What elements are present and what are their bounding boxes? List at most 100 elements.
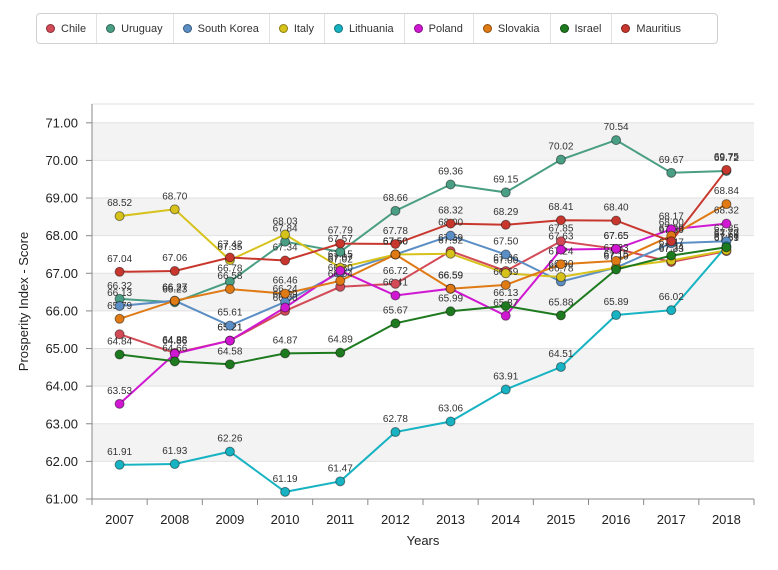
data-point-lithuania bbox=[611, 310, 622, 321]
data-point-israel bbox=[169, 356, 180, 367]
data-point-uruguay bbox=[335, 246, 346, 257]
data-label: 66.13 bbox=[493, 288, 518, 299]
data-label: 66.13 bbox=[107, 288, 132, 299]
data-label: 65.67 bbox=[383, 305, 408, 316]
data-point-lithuania bbox=[500, 384, 511, 395]
data-point-mauritius bbox=[500, 219, 511, 230]
data-point-mauritius bbox=[335, 238, 346, 249]
legend-label: South Korea bbox=[197, 22, 259, 35]
data-point-south-korea bbox=[114, 301, 125, 312]
data-point-israel bbox=[445, 306, 456, 317]
legend-label: Uruguay bbox=[121, 22, 163, 35]
data-label: 64.51 bbox=[548, 349, 573, 360]
data-point-poland bbox=[611, 243, 622, 254]
data-point-poland bbox=[390, 290, 401, 301]
data-label: 67.15 bbox=[604, 250, 629, 261]
x-tick-label: 2007 bbox=[105, 512, 134, 527]
legend-swatch bbox=[334, 24, 343, 33]
legend-item-uruguay[interactable]: Uruguay bbox=[97, 14, 174, 43]
data-point-south-korea bbox=[224, 320, 235, 331]
data-label: 67.07 bbox=[328, 253, 353, 264]
data-label: 61.19 bbox=[273, 474, 298, 485]
legend-item-poland[interactable]: Poland bbox=[405, 14, 474, 43]
data-point-lithuania bbox=[390, 427, 401, 438]
x-tick-label: 2015 bbox=[546, 512, 575, 527]
data-point-italy bbox=[114, 211, 125, 222]
legend-label: Israel bbox=[574, 22, 602, 35]
data-label: 68.00 bbox=[659, 218, 684, 229]
data-point-slovakia bbox=[445, 283, 456, 294]
data-label: 64.87 bbox=[273, 335, 298, 346]
data-point-israel bbox=[666, 250, 677, 261]
data-label: 66.32 bbox=[107, 281, 132, 292]
data-point-italy bbox=[169, 204, 180, 215]
data-point-israel bbox=[611, 264, 622, 275]
data-label: 67.85 bbox=[714, 223, 739, 234]
data-point-italy bbox=[445, 248, 456, 259]
data-point-mauritius bbox=[445, 218, 456, 229]
data-label: 67.65 bbox=[604, 231, 629, 242]
data-label: 68.84 bbox=[714, 186, 739, 197]
data-label: 66.27 bbox=[162, 283, 187, 294]
data-point-chile bbox=[555, 236, 566, 247]
series-line-south-korea bbox=[119, 234, 727, 327]
data-label: 63.53 bbox=[107, 386, 132, 397]
legend-item-italy[interactable]: Italy bbox=[270, 14, 325, 43]
data-point-mauritius bbox=[611, 215, 622, 226]
data-point-italy bbox=[280, 229, 291, 240]
y-tick-label: 68.00 bbox=[45, 228, 78, 243]
data-label: 66.78 bbox=[217, 264, 242, 275]
data-point-israel bbox=[114, 349, 125, 360]
data-label: 66.02 bbox=[659, 292, 684, 303]
legend-item-chile[interactable]: Chile bbox=[37, 14, 98, 43]
data-label: 67.04 bbox=[107, 254, 132, 265]
legend-label: Chile bbox=[61, 22, 87, 35]
data-label: 67.00 bbox=[493, 255, 518, 266]
data-point-lithuania bbox=[666, 305, 677, 316]
data-label: 62.78 bbox=[383, 414, 408, 425]
data-label: 64.89 bbox=[328, 335, 353, 346]
data-point-lithuania bbox=[114, 459, 125, 470]
data-point-uruguay bbox=[390, 205, 401, 216]
legend-swatch bbox=[482, 24, 492, 33]
data-point-poland bbox=[280, 302, 291, 313]
data-point-lithuania bbox=[280, 486, 291, 497]
data-point-slovakia bbox=[335, 275, 346, 286]
data-label: 66.27 bbox=[162, 283, 187, 294]
data-label: 68.32 bbox=[438, 206, 463, 217]
legend-item-israel[interactable]: Israel bbox=[551, 14, 613, 43]
series-line-uruguay bbox=[119, 139, 727, 304]
x-tick-label: 2011 bbox=[326, 512, 354, 527]
data-point-italy bbox=[500, 268, 511, 279]
data-point-poland bbox=[500, 310, 511, 321]
data-label: 69.72 bbox=[714, 153, 739, 164]
legend-label: Mauritius bbox=[636, 22, 682, 35]
series-line-slovakia bbox=[119, 203, 727, 320]
data-label: 68.03 bbox=[273, 217, 298, 228]
data-label: 67.79 bbox=[328, 226, 353, 237]
data-point-israel bbox=[721, 242, 732, 253]
data-point-uruguay bbox=[555, 154, 566, 165]
data-label: 67.42 bbox=[217, 239, 242, 250]
grid-band bbox=[92, 348, 754, 387]
y-tick-label: 67.00 bbox=[45, 266, 78, 281]
data-label: 67.34 bbox=[659, 242, 684, 253]
data-label: 67.72 bbox=[714, 228, 739, 239]
legend-item-mauritius[interactable]: Mauritius bbox=[612, 14, 691, 43]
data-label: 68.40 bbox=[604, 203, 629, 214]
data-label: 67.69 bbox=[714, 229, 739, 240]
data-label: 67.06 bbox=[162, 253, 187, 264]
data-label: 62.26 bbox=[217, 434, 242, 445]
data-point-israel bbox=[224, 359, 235, 370]
data-point-lithuania bbox=[169, 459, 180, 470]
legend-item-slovakia[interactable]: Slovakia bbox=[474, 14, 551, 43]
data-label: 67.15 bbox=[604, 250, 629, 261]
data-label: 64.84 bbox=[107, 337, 132, 348]
series-line-poland bbox=[118, 222, 727, 405]
legend-item-lithuania[interactable]: Lithuania bbox=[325, 14, 405, 43]
data-label: 68.52 bbox=[107, 198, 132, 209]
legend-label: Slovakia bbox=[497, 22, 540, 35]
x-tick-label: 2013 bbox=[436, 512, 465, 527]
legend-item-south-korea[interactable]: South Korea bbox=[174, 14, 270, 43]
data-point-lithuania bbox=[335, 476, 346, 487]
